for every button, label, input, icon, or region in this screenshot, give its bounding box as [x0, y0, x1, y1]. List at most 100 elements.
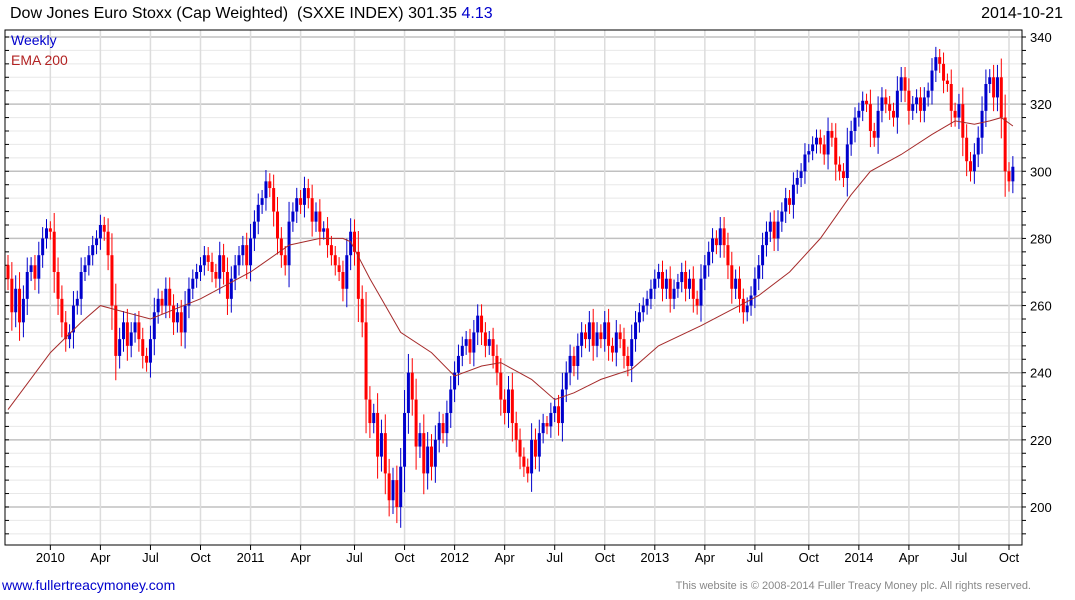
candle	[784, 187, 788, 223]
candle-body	[437, 423, 441, 440]
candle	[895, 76, 899, 134]
candle-body	[241, 245, 245, 256]
candle-body	[145, 355, 149, 363]
candle-body	[680, 271, 684, 283]
candle	[661, 260, 664, 302]
candle-body	[456, 355, 460, 373]
candle-body	[379, 433, 383, 457]
candle-body	[761, 245, 765, 266]
candle	[707, 241, 711, 277]
candle	[749, 286, 753, 316]
candle-body	[187, 288, 191, 306]
candle	[337, 257, 341, 282]
candle	[91, 235, 95, 266]
candle-body	[25, 271, 29, 299]
candle-body	[541, 423, 545, 434]
candle-body	[364, 322, 368, 400]
candle-body	[233, 265, 237, 279]
candle	[41, 227, 45, 268]
candle-body	[507, 389, 510, 413]
candle	[942, 52, 946, 94]
candle-body	[938, 57, 942, 64]
candle-body	[480, 315, 484, 333]
candle-body	[587, 322, 591, 340]
candle-body	[726, 245, 730, 266]
candle-body	[530, 439, 534, 474]
candles	[6, 46, 1015, 528]
candle	[934, 46, 938, 82]
candle-body	[472, 332, 476, 353]
candle	[137, 311, 141, 352]
website-link[interactable]: www.fullertreacymoney.com	[2, 577, 176, 593]
candle-body	[249, 238, 253, 266]
candle	[788, 189, 792, 214]
candle	[395, 465, 399, 524]
candle-body	[865, 100, 869, 105]
candle	[603, 311, 607, 352]
candle-body	[649, 288, 653, 299]
candle-body	[83, 265, 87, 272]
candle	[210, 252, 214, 283]
candle-body	[164, 288, 168, 306]
candle	[160, 290, 164, 315]
x-tick-label: Oct	[999, 550, 1020, 565]
candle	[110, 233, 114, 330]
candle	[379, 419, 383, 472]
candle-body	[691, 278, 695, 299]
candle	[649, 279, 653, 310]
candle	[360, 285, 364, 338]
candle-body	[71, 305, 75, 333]
candle	[480, 304, 484, 346]
candle	[545, 415, 549, 435]
candle-body	[741, 298, 745, 313]
candle-body	[329, 245, 333, 256]
candle-body	[141, 339, 145, 356]
candle-body	[899, 77, 903, 91]
candle-body	[838, 164, 842, 172]
candle	[610, 337, 614, 362]
candle	[487, 330, 491, 355]
candle-body	[749, 295, 753, 306]
candle	[718, 217, 722, 258]
candle	[533, 428, 537, 470]
candle-body	[861, 100, 865, 111]
candle	[276, 197, 279, 255]
candle	[106, 218, 110, 271]
candle-body	[895, 90, 899, 118]
candle-body	[483, 332, 487, 346]
candle	[645, 290, 649, 315]
candle-body	[822, 144, 826, 155]
candle	[622, 327, 626, 369]
y-tick-label: 260	[1030, 299, 1052, 314]
candle	[838, 156, 842, 181]
candle	[815, 129, 818, 154]
candle-body	[607, 322, 611, 346]
candle	[141, 327, 145, 369]
candle	[734, 269, 738, 300]
candle	[356, 231, 360, 323]
candle-body	[148, 339, 152, 363]
candle-body	[634, 322, 638, 340]
candle	[537, 419, 541, 472]
candle-body	[441, 423, 445, 434]
candle-body	[52, 231, 56, 272]
candle	[287, 201, 291, 288]
candle-body	[768, 221, 772, 232]
candle-body	[87, 255, 91, 266]
candle-body	[603, 322, 607, 340]
legend-ema: EMA 200	[11, 52, 68, 68]
candle	[172, 294, 176, 335]
candle	[391, 467, 395, 515]
candle-body	[826, 130, 830, 155]
candle	[79, 257, 83, 315]
candle	[911, 95, 915, 120]
candle-body	[876, 110, 880, 138]
candle	[199, 257, 202, 282]
candle	[322, 221, 326, 240]
candle-body	[122, 322, 125, 340]
candle-body	[795, 177, 799, 185]
candle-body	[888, 104, 892, 111]
candle-body	[714, 238, 718, 246]
y-tick-label: 280	[1030, 231, 1052, 246]
candle	[922, 87, 926, 123]
